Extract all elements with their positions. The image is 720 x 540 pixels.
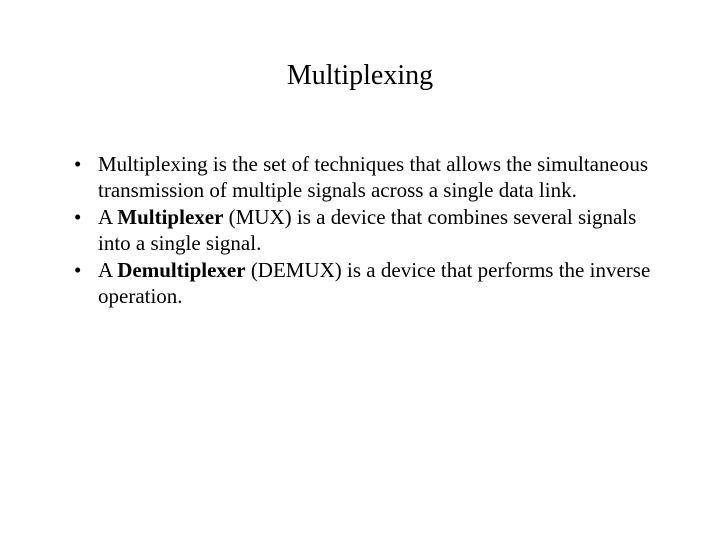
list-item: A Demultiplexer (DEMUX) is a device that… <box>70 258 670 309</box>
list-item: Multiplexing is the set of techniques th… <box>70 152 670 203</box>
list-item: A Multiplexer (MUX) is a device that com… <box>70 205 670 256</box>
bullet-text-bold: Multiplexer <box>117 205 223 229</box>
bullet-text-pre: Multiplexing is the set of techniques th… <box>98 152 648 202</box>
bullet-list: Multiplexing is the set of techniques th… <box>70 152 670 310</box>
bullet-text-bold: Demultiplexer <box>117 258 245 282</box>
bullet-text-pre: A <box>98 258 117 282</box>
slide-title: Multiplexing <box>50 60 670 92</box>
slide: Multiplexing Multiplexing is the set of … <box>0 0 720 540</box>
bullet-text-pre: A <box>98 205 117 229</box>
